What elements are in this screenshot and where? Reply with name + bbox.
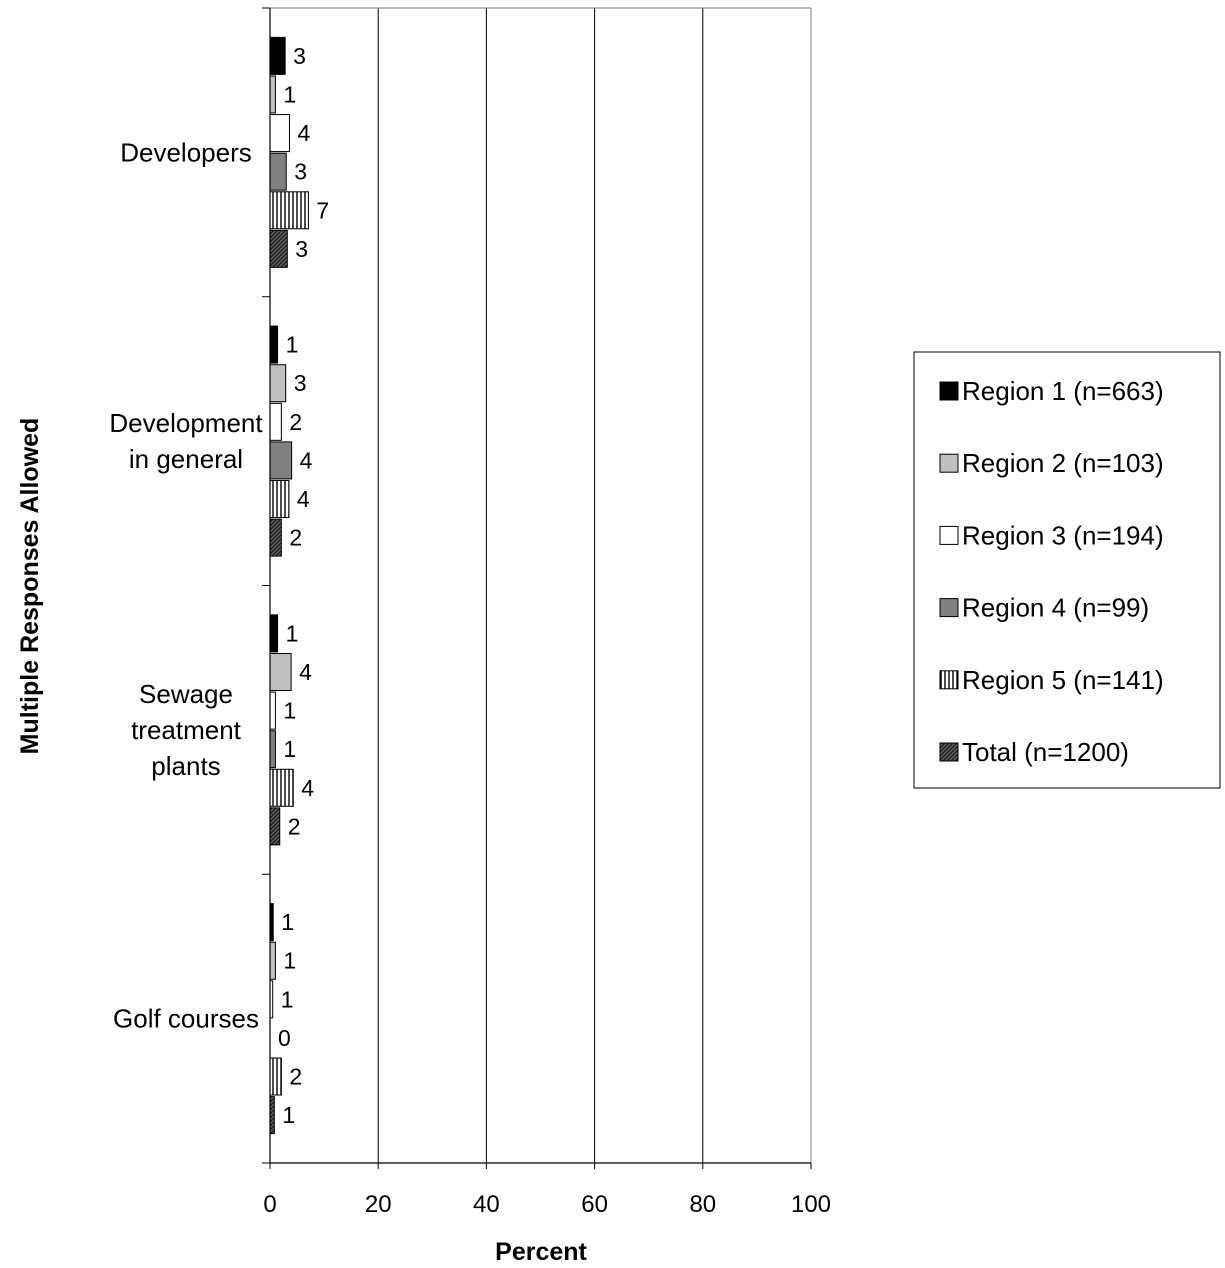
x-axis-title: Percent (495, 1238, 587, 1266)
category-label: in general (129, 444, 243, 474)
legend-swatch (939, 453, 959, 473)
data-label: 1 (283, 81, 296, 107)
data-label: 4 (300, 447, 313, 473)
bar (269, 441, 293, 480)
data-label: 2 (288, 813, 301, 839)
legend-frame (913, 351, 1221, 789)
data-label: 1 (286, 620, 299, 646)
legend-entry-label: Region 1 (n=663) (962, 376, 1164, 406)
y-axis-title: Multiple Responses Allowed (16, 418, 44, 755)
data-label: 1 (286, 332, 299, 358)
legend-entry-label: Region 3 (n=194) (962, 520, 1164, 550)
x-tick-label: 40 (473, 1191, 500, 1218)
x-tick-label: 80 (689, 1191, 716, 1218)
category-label: Sewage (139, 679, 233, 709)
bar (269, 114, 290, 153)
category-label: treatment (131, 715, 242, 745)
data-label: 1 (283, 698, 296, 724)
bar (269, 152, 287, 191)
data-label: 1 (281, 986, 294, 1012)
bar (269, 652, 292, 691)
legend-swatch (939, 598, 959, 618)
legend-entry-label: Region 2 (n=103) (962, 448, 1164, 478)
axes (262, 7, 812, 1169)
x-tick-label: 20 (365, 1191, 392, 1218)
bar (269, 1096, 275, 1135)
category-label: Golf courses (113, 1004, 259, 1034)
data-label: 1 (283, 736, 296, 762)
bar (269, 75, 276, 114)
bar (269, 1057, 282, 1096)
bar (269, 614, 279, 653)
bar (269, 691, 276, 730)
data-label: 3 (294, 370, 307, 396)
data-label: 0 (278, 1025, 291, 1051)
legend-entry-label: Region 4 (n=99) (962, 593, 1149, 623)
data-label: 1 (281, 909, 294, 935)
data-label: 7 (316, 197, 329, 223)
x-tick-label: 100 (791, 1191, 831, 1218)
bar (269, 229, 288, 268)
bar (269, 807, 281, 846)
bar (269, 480, 290, 519)
data-label: 1 (282, 1102, 295, 1128)
legend-swatch (939, 670, 959, 690)
legend: Region 1 (n=663) Region 2 (n=103) Region 3… (913, 351, 1221, 789)
bar (269, 364, 287, 403)
bar (269, 402, 282, 441)
data-label: 2 (289, 409, 302, 435)
x-tick-label: 60 (581, 1191, 608, 1218)
labels: 0 20 40 60 80 100Developers314373Developmenti… (109, 43, 831, 1218)
x-tick-label: 0 (263, 1191, 276, 1218)
bars (269, 36, 309, 1135)
data-label: 1 (283, 948, 296, 974)
bar (269, 36, 286, 75)
category-label: Development (109, 408, 263, 438)
legend-swatch (939, 525, 959, 545)
bar (269, 730, 276, 769)
legend-swatch (939, 742, 959, 762)
data-label: 4 (297, 120, 310, 146)
data-label: 4 (297, 486, 310, 512)
bar (269, 325, 279, 364)
bar (269, 941, 276, 980)
data-label: 2 (289, 525, 302, 551)
data-label: 3 (294, 159, 307, 185)
legend-entry-label: Total (n=1200) (962, 737, 1129, 767)
category-label: Developers (120, 137, 252, 167)
data-label: 3 (295, 236, 308, 262)
bar (269, 518, 282, 557)
bar (269, 191, 309, 230)
data-label: 3 (293, 43, 306, 69)
legend-swatch (939, 381, 959, 401)
data-label: 2 (289, 1064, 302, 1090)
data-label: 4 (301, 775, 314, 801)
data-label: 4 (299, 659, 312, 685)
gridlines (377, 8, 812, 1163)
category-label: plants (151, 751, 220, 781)
legend-entry-label: Region 5 (n=141) (962, 665, 1164, 695)
bar (269, 768, 294, 807)
